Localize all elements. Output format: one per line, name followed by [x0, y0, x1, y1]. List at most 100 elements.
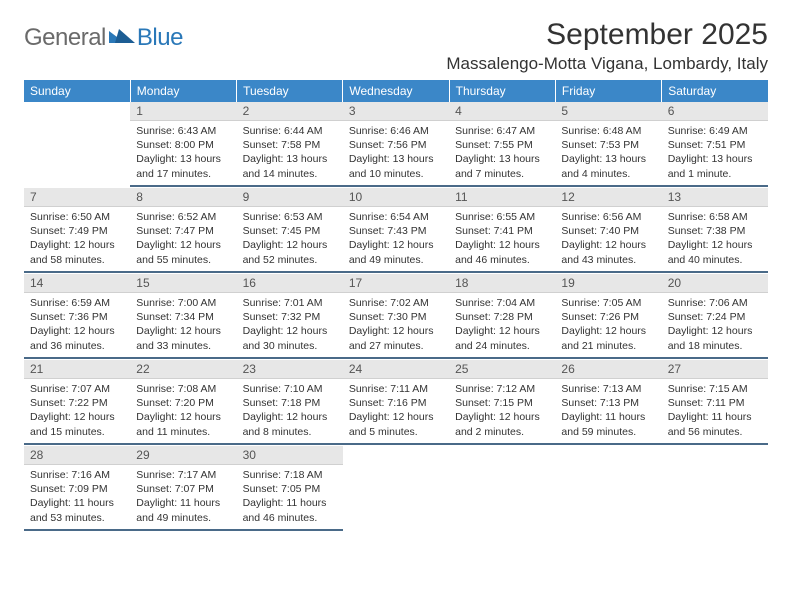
calendar-cell: 2Sunrise: 6:44 AMSunset: 7:58 PMDaylight… [237, 102, 343, 188]
sunrise-text: Sunrise: 6:50 AM [30, 210, 124, 224]
calendar-cell: 19Sunrise: 7:05 AMSunset: 7:26 PMDayligh… [555, 274, 661, 360]
sunrise-text: Sunrise: 7:15 AM [668, 382, 762, 396]
sunset-text: Sunset: 7:58 PM [243, 138, 337, 152]
sunset-text: Sunset: 7:32 PM [243, 310, 337, 324]
day-details [662, 464, 768, 471]
day-number: 26 [555, 360, 661, 379]
calendar-cell [662, 446, 768, 532]
daylight-text: Daylight: 13 hours and 10 minutes. [349, 152, 443, 180]
day-number: 20 [662, 274, 768, 293]
day-details: Sunrise: 7:10 AMSunset: 7:18 PMDaylight:… [237, 379, 343, 445]
sunrise-text: Sunrise: 7:08 AM [136, 382, 230, 396]
day-number [662, 446, 768, 464]
sunrise-text: Sunrise: 6:59 AM [30, 296, 124, 310]
daylight-text: Daylight: 12 hours and 55 minutes. [136, 238, 230, 266]
calendar-week-row: 7Sunrise: 6:50 AMSunset: 7:49 PMDaylight… [24, 188, 768, 274]
sunset-text: Sunset: 8:00 PM [136, 138, 230, 152]
day-number: 5 [555, 102, 661, 121]
month-title: September 2025 [446, 18, 768, 52]
sunrise-text: Sunrise: 7:10 AM [243, 382, 337, 396]
calendar-cell: 5Sunrise: 6:48 AMSunset: 7:53 PMDaylight… [555, 102, 661, 188]
daylight-text: Daylight: 12 hours and 21 minutes. [561, 324, 655, 352]
sunset-text: Sunset: 7:45 PM [243, 224, 337, 238]
day-number: 13 [662, 188, 768, 207]
calendar-cell: 8Sunrise: 6:52 AMSunset: 7:47 PMDaylight… [130, 188, 236, 274]
sunset-text: Sunset: 7:51 PM [668, 138, 762, 152]
day-details: Sunrise: 6:47 AMSunset: 7:55 PMDaylight:… [449, 121, 555, 187]
day-number: 8 [130, 188, 236, 207]
day-number: 16 [237, 274, 343, 293]
sunrise-text: Sunrise: 6:55 AM [455, 210, 549, 224]
sunset-text: Sunset: 7:55 PM [455, 138, 549, 152]
day-number: 19 [555, 274, 661, 293]
day-number: 4 [449, 102, 555, 121]
sunrise-text: Sunrise: 6:43 AM [136, 124, 230, 138]
day-number: 17 [343, 274, 449, 293]
daylight-text: Daylight: 11 hours and 59 minutes. [561, 410, 655, 438]
calendar-cell: 9Sunrise: 6:53 AMSunset: 7:45 PMDaylight… [237, 188, 343, 274]
daylight-text: Daylight: 11 hours and 46 minutes. [243, 496, 337, 524]
sunrise-text: Sunrise: 7:11 AM [349, 382, 443, 396]
calendar-page: General Blue September 2025 Massalengo-M… [0, 0, 792, 550]
sunset-text: Sunset: 7:26 PM [561, 310, 655, 324]
day-details: Sunrise: 6:48 AMSunset: 7:53 PMDaylight:… [555, 121, 661, 187]
weekday-header: Wednesday [343, 80, 449, 102]
daylight-text: Daylight: 13 hours and 1 minute. [668, 152, 762, 180]
calendar-cell: 27Sunrise: 7:15 AMSunset: 7:11 PMDayligh… [662, 360, 768, 446]
calendar-cell: 22Sunrise: 7:08 AMSunset: 7:20 PMDayligh… [130, 360, 236, 446]
calendar-cell [343, 446, 449, 532]
sunset-text: Sunset: 7:20 PM [136, 396, 230, 410]
calendar-cell: 23Sunrise: 7:10 AMSunset: 7:18 PMDayligh… [237, 360, 343, 446]
calendar-cell: 21Sunrise: 7:07 AMSunset: 7:22 PMDayligh… [24, 360, 130, 446]
calendar-table: SundayMondayTuesdayWednesdayThursdayFrid… [24, 80, 768, 532]
daylight-text: Daylight: 12 hours and 24 minutes. [455, 324, 549, 352]
calendar-cell: 14Sunrise: 6:59 AMSunset: 7:36 PMDayligh… [24, 274, 130, 360]
day-details: Sunrise: 7:08 AMSunset: 7:20 PMDaylight:… [130, 379, 236, 445]
sunset-text: Sunset: 7:47 PM [136, 224, 230, 238]
sunset-text: Sunset: 7:09 PM [30, 482, 124, 496]
sunrise-text: Sunrise: 7:18 AM [243, 468, 337, 482]
sunset-text: Sunset: 7:53 PM [561, 138, 655, 152]
day-details: Sunrise: 6:54 AMSunset: 7:43 PMDaylight:… [343, 207, 449, 273]
day-details: Sunrise: 6:52 AMSunset: 7:47 PMDaylight:… [130, 207, 236, 273]
calendar-body: 1Sunrise: 6:43 AMSunset: 8:00 PMDaylight… [24, 102, 768, 532]
sunset-text: Sunset: 7:11 PM [668, 396, 762, 410]
day-number: 27 [662, 360, 768, 379]
day-details: Sunrise: 6:49 AMSunset: 7:51 PMDaylight:… [662, 121, 768, 187]
daylight-text: Daylight: 12 hours and 58 minutes. [30, 238, 124, 266]
day-details [343, 464, 449, 471]
calendar-cell: 24Sunrise: 7:11 AMSunset: 7:16 PMDayligh… [343, 360, 449, 446]
day-details: Sunrise: 7:06 AMSunset: 7:24 PMDaylight:… [662, 293, 768, 359]
logo-triangle-icon [109, 25, 135, 43]
calendar-cell [24, 102, 130, 188]
day-number: 2 [237, 102, 343, 121]
day-number: 15 [130, 274, 236, 293]
daylight-text: Daylight: 12 hours and 33 minutes. [136, 324, 230, 352]
calendar-cell: 15Sunrise: 7:00 AMSunset: 7:34 PMDayligh… [130, 274, 236, 360]
day-details [449, 464, 555, 471]
sunrise-text: Sunrise: 6:58 AM [668, 210, 762, 224]
sunset-text: Sunset: 7:34 PM [136, 310, 230, 324]
day-number: 30 [237, 446, 343, 465]
day-number [343, 446, 449, 464]
daylight-text: Daylight: 12 hours and 11 minutes. [136, 410, 230, 438]
location-text: Massalengo-Motta Vigana, Lombardy, Italy [446, 54, 768, 74]
daylight-text: Daylight: 13 hours and 14 minutes. [243, 152, 337, 180]
day-number: 9 [237, 188, 343, 207]
calendar-cell: 10Sunrise: 6:54 AMSunset: 7:43 PMDayligh… [343, 188, 449, 274]
weekday-header: Sunday [24, 80, 130, 102]
calendar-week-row: 21Sunrise: 7:07 AMSunset: 7:22 PMDayligh… [24, 360, 768, 446]
daylight-text: Daylight: 13 hours and 17 minutes. [136, 152, 230, 180]
calendar-week-row: 28Sunrise: 7:16 AMSunset: 7:09 PMDayligh… [24, 446, 768, 532]
sunrise-text: Sunrise: 7:06 AM [668, 296, 762, 310]
calendar-cell: 4Sunrise: 6:47 AMSunset: 7:55 PMDaylight… [449, 102, 555, 188]
sunset-text: Sunset: 7:28 PM [455, 310, 549, 324]
day-details: Sunrise: 6:50 AMSunset: 7:49 PMDaylight:… [24, 207, 130, 273]
sunrise-text: Sunrise: 6:44 AM [243, 124, 337, 138]
sunset-text: Sunset: 7:16 PM [349, 396, 443, 410]
day-details: Sunrise: 7:07 AMSunset: 7:22 PMDaylight:… [24, 379, 130, 445]
daylight-text: Daylight: 12 hours and 49 minutes. [349, 238, 443, 266]
daylight-text: Daylight: 12 hours and 40 minutes. [668, 238, 762, 266]
sunset-text: Sunset: 7:36 PM [30, 310, 124, 324]
day-details: Sunrise: 6:44 AMSunset: 7:58 PMDaylight:… [237, 121, 343, 187]
